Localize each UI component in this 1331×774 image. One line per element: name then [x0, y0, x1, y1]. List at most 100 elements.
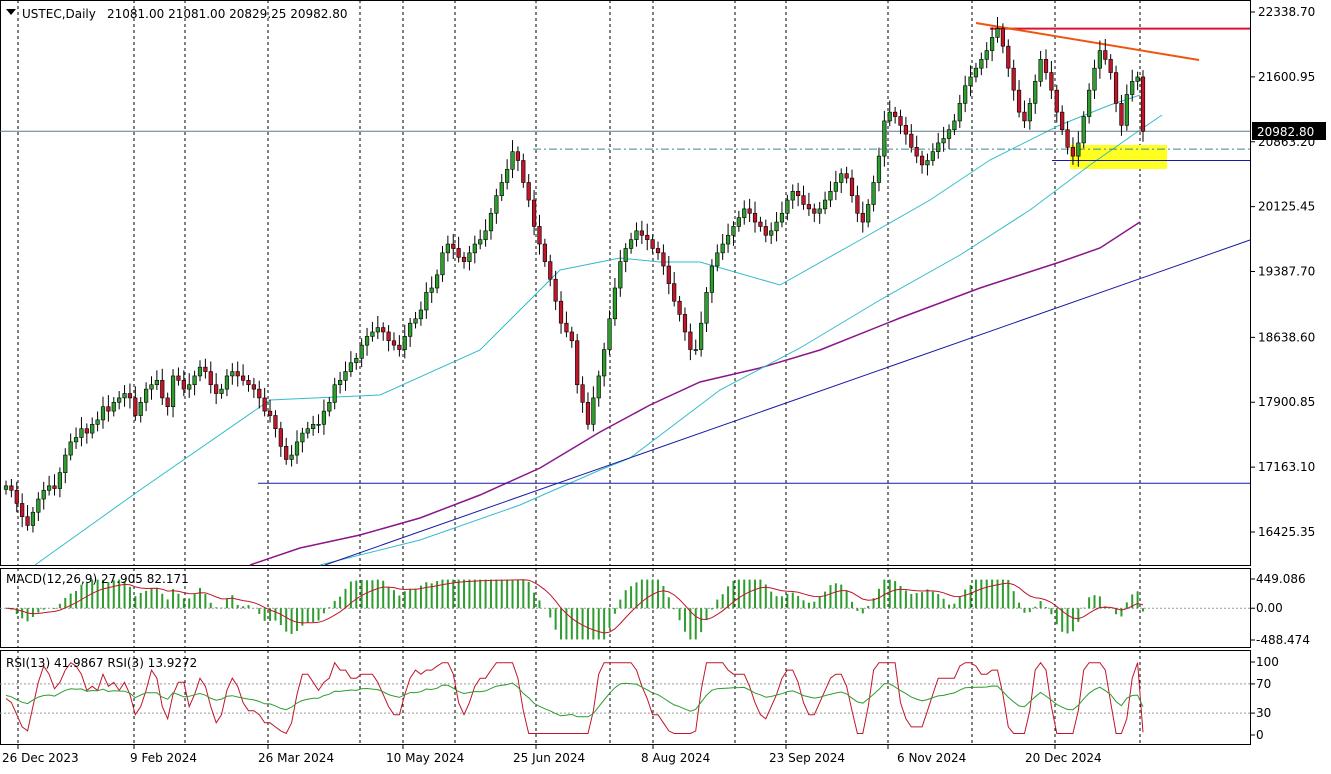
- candle-body: [337, 380, 343, 386]
- candle-body: [946, 129, 952, 139]
- candle-body: [122, 393, 127, 399]
- candle-body: [930, 151, 935, 161]
- candle-body: [1065, 129, 1070, 148]
- candle-body: [273, 415, 278, 430]
- candle-body: [1087, 89, 1092, 117]
- date-tick-label: 25 Jun 2024: [513, 751, 585, 765]
- trend-lines: [0, 22, 1251, 566]
- candle-body: [79, 428, 84, 438]
- rsi-tick-label: 0: [1256, 728, 1264, 742]
- candle-body: [591, 397, 596, 425]
- candle-body: [284, 445, 289, 460]
- candle-body: [833, 182, 838, 192]
- rsi13-line: [5, 682, 1144, 718]
- candle-body: [876, 155, 882, 183]
- candle-body: [343, 371, 348, 381]
- candle-body: [618, 261, 623, 289]
- candle-body: [47, 485, 52, 491]
- rsi-panel-frame: [0, 650, 1251, 745]
- candle-body: [445, 243, 450, 254]
- candle-body: [278, 428, 283, 447]
- macd-label: MACD(12,26,9) 27.905 82.171: [6, 572, 189, 586]
- candle-body: [370, 331, 375, 337]
- candle-body: [488, 212, 494, 232]
- candle-body: [483, 230, 488, 240]
- rising-trendline: [324, 239, 1251, 566]
- candle-body: [84, 428, 89, 434]
- moving-averages: [34, 94, 1163, 566]
- candle-body: [364, 336, 370, 346]
- candle-body: [294, 441, 300, 456]
- candle-body: [1060, 111, 1065, 131]
- candle-body: [25, 516, 30, 526]
- candle-body: [973, 67, 979, 78]
- candle-body: [348, 362, 353, 372]
- candle-body: [197, 366, 203, 377]
- candle-body: [332, 384, 337, 403]
- rsi3-line: [5, 661, 1144, 735]
- candle-body: [359, 344, 364, 359]
- date-tick-label: 6 Nov 2024: [897, 751, 966, 765]
- candle-body: [90, 424, 95, 434]
- rsi-label: RSI(13) 41.9867 RSI(3) 13.9272: [6, 656, 197, 670]
- candle-body: [1070, 147, 1076, 157]
- candle-body: [655, 248, 661, 254]
- candle-body: [1022, 111, 1027, 122]
- candle-body: [14, 489, 19, 504]
- candle-body: [806, 204, 812, 210]
- price-tick-label: 19387.70: [1258, 265, 1315, 279]
- candle-body: [111, 402, 116, 412]
- candle-body: [1033, 81, 1038, 104]
- candle-body: [20, 503, 25, 517]
- candle-body: [623, 248, 628, 262]
- candle-body: [677, 300, 682, 315]
- candle-body: [467, 252, 472, 262]
- candle-body: [73, 437, 79, 443]
- candle-body: [176, 375, 181, 381]
- candle-body: [887, 111, 892, 122]
- candle-body: [968, 76, 973, 87]
- candle-body: [68, 441, 73, 456]
- candle-body: [57, 472, 62, 489]
- candle-body: [1006, 45, 1011, 69]
- candle-body: [63, 454, 68, 473]
- candle-body: [41, 489, 46, 500]
- macd-tick-label: 0.00: [1256, 601, 1283, 615]
- candle-body: [866, 204, 871, 223]
- dropdown-triangle-icon[interactable]: [6, 9, 16, 15]
- candle-body: [569, 331, 574, 342]
- candle-body: [758, 221, 763, 227]
- ohlc-label: 21081.00 21081.00 20829.25 20982.80: [107, 7, 347, 21]
- ma-slow-line: [249, 221, 1141, 566]
- candle-body: [397, 344, 402, 350]
- date-tick-label: 9 Feb 2024: [130, 751, 197, 765]
- candle-body: [796, 190, 801, 196]
- candle-body: [311, 424, 316, 430]
- candle-body: [1130, 81, 1135, 95]
- date-tick-label: 20 Dec 2024: [1025, 751, 1102, 765]
- candle-body: [763, 226, 768, 236]
- candle-body: [321, 410, 327, 425]
- ma-medium-line: [319, 114, 1163, 566]
- axis-layer: 22338.7021600.9520863.2020125.4519387.70…: [2, 5, 1315, 765]
- candle-body: [1108, 59, 1113, 73]
- candle-body: [531, 199, 537, 227]
- current-price-tag: [1252, 122, 1326, 140]
- candle-body: [3, 485, 9, 490]
- candle-body: [100, 406, 106, 421]
- candle-body: [585, 402, 591, 425]
- candle-body: [925, 160, 930, 166]
- candle-body: [127, 393, 133, 399]
- candle-body: [720, 243, 725, 254]
- candle-body: [774, 221, 779, 232]
- candle-body: [133, 397, 138, 416]
- candle-body: [612, 287, 618, 320]
- descending-trendline: [975, 22, 1200, 61]
- date-tick-label: 26 Mar 2024: [258, 751, 334, 765]
- candle-body: [240, 375, 246, 381]
- candle-body: [472, 243, 477, 254]
- candle-body: [666, 265, 671, 284]
- candle-body: [327, 402, 332, 412]
